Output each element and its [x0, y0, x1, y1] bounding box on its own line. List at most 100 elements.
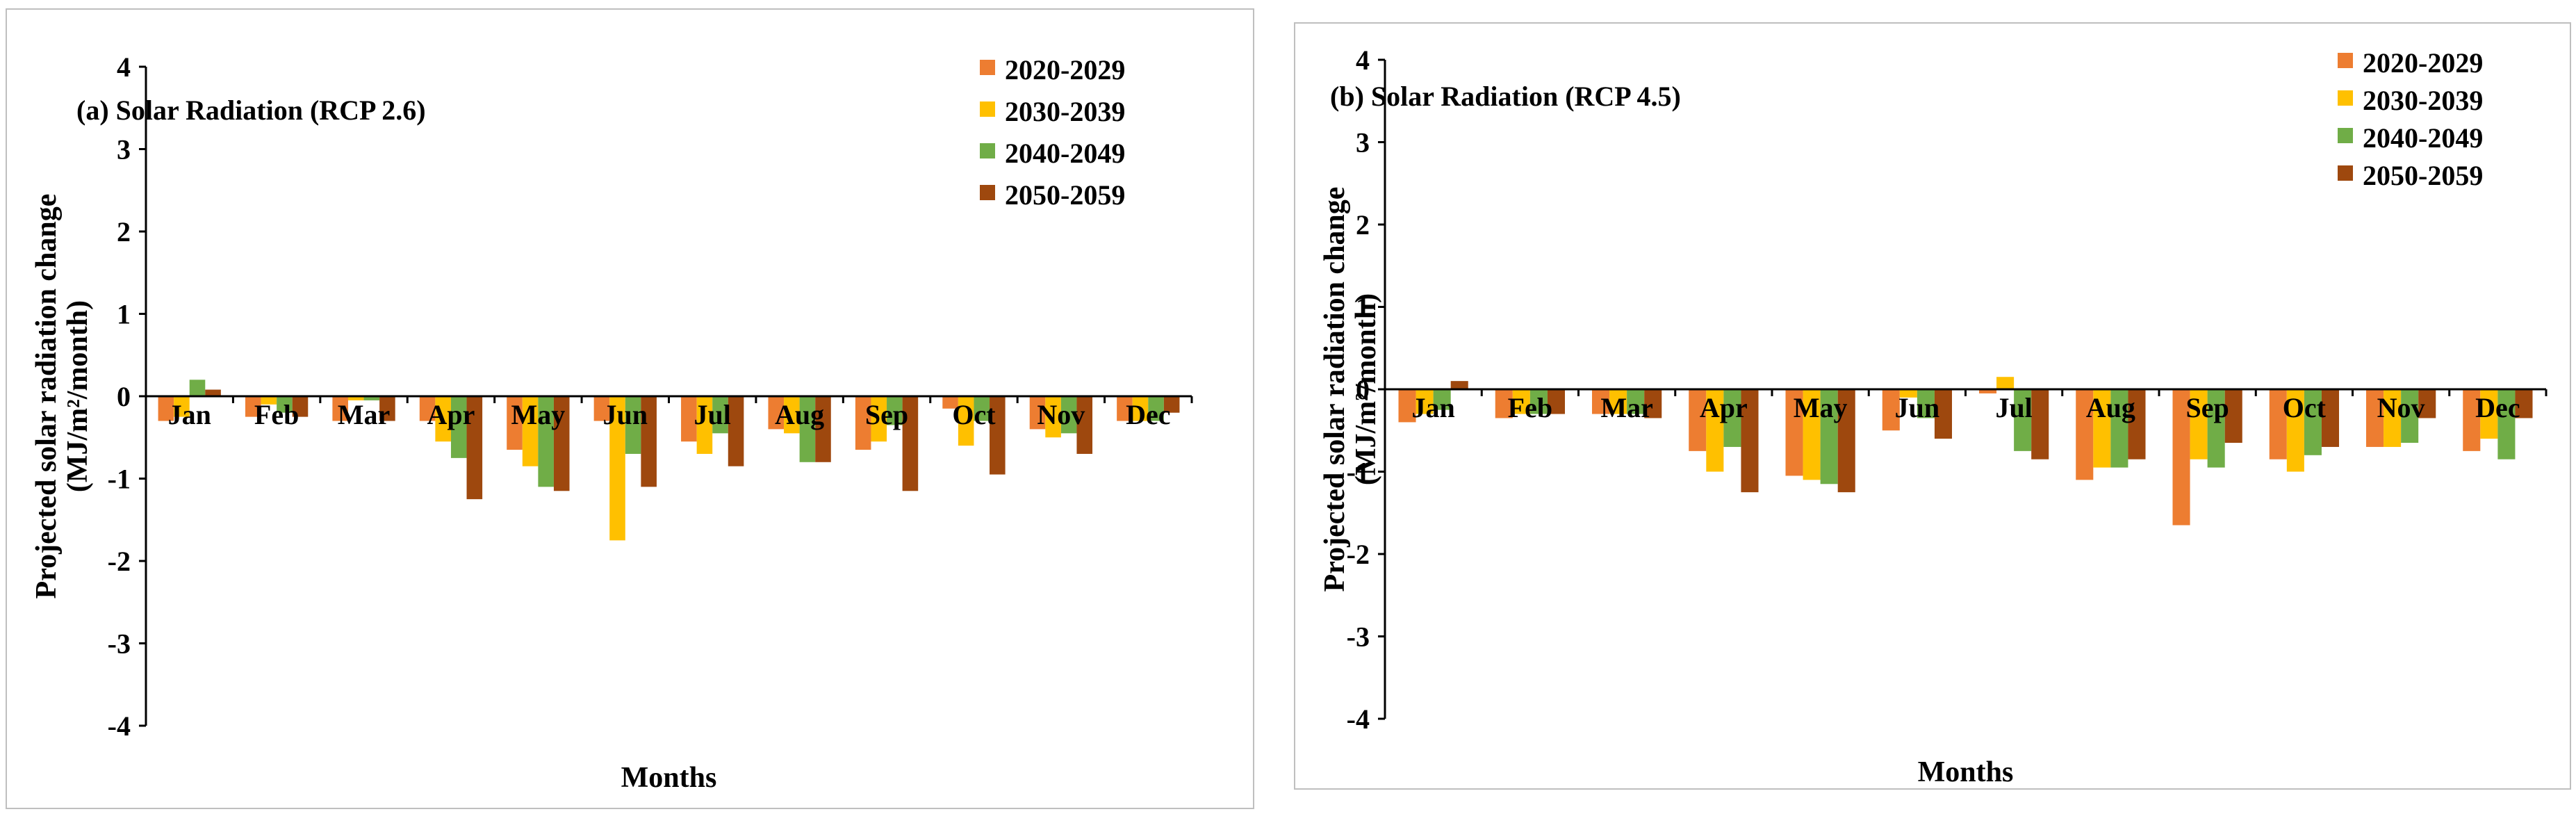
bar-apr-2040-2049	[1723, 389, 1741, 447]
bar-apr-2020-2029	[419, 396, 436, 421]
bar-may-2020-2029	[1785, 389, 1803, 476]
legend-swatch	[2338, 165, 2353, 181]
bar-oct-2040-2049	[2304, 389, 2322, 455]
y-axis-title: Projected solar radiation change	[1319, 187, 1351, 592]
y-tick-label: 3	[1356, 127, 1370, 158]
bar-nov-2030-2039	[1045, 396, 1061, 438]
bar-mar-2030-2039	[1609, 389, 1627, 414]
bar-mar-2040-2049	[363, 396, 380, 400]
y-tick-label: -4	[1347, 703, 1370, 735]
bar-sep-2050-2059	[902, 396, 919, 491]
x-category-label: May	[511, 399, 565, 430]
bar-apr-2020-2029	[1689, 389, 1707, 451]
bar-feb-2040-2049	[277, 396, 293, 413]
bar-dec-2050-2059	[1163, 396, 1180, 413]
bar-oct-2040-2049	[974, 396, 990, 421]
bar-oct-2020-2029	[942, 396, 958, 409]
bar-may-2040-2049	[1820, 389, 1838, 485]
x-category-label: Apr	[1700, 392, 1748, 423]
bar-nov-2040-2049	[1060, 396, 1077, 434]
legend-label: 2050-2059	[1005, 179, 1125, 211]
bar-jun-2040-2049	[625, 396, 641, 454]
bar-may-2030-2039	[522, 396, 539, 466]
y-tick-label: 2	[117, 216, 131, 247]
bar-aug-2030-2039	[784, 396, 800, 434]
bar-mar-2030-2039	[347, 396, 364, 400]
x-category-label: Oct	[2283, 392, 2327, 423]
bar-feb-2020-2029	[1495, 389, 1513, 418]
bar-may-2050-2059	[1837, 389, 1855, 493]
bar-sep-2040-2049	[2207, 389, 2225, 468]
bar-oct-2050-2059	[2321, 389, 2340, 447]
y-tick-label: -1	[1347, 457, 1370, 488]
chart-rcp26: 4 3 2 1 0 -1 -2 -3 -4 Jan Feb Mar Apr May Jun Jul Aug Sep…	[31, 51, 1193, 794]
chart-title: (b) Solar Radiation (RCP 4.5)	[1330, 81, 1681, 112]
bar-apr-2050-2059	[1741, 389, 1759, 493]
legend-label: 2030-2039	[2363, 85, 2483, 116]
bar-jul-2020-2029	[681, 396, 697, 442]
bar-dec-2020-2029	[1117, 396, 1133, 421]
x-category-label: Dec	[2475, 392, 2520, 423]
bar-jul-2040-2049	[712, 396, 728, 434]
bar-mar-2050-2059	[379, 396, 395, 421]
bar-may-2030-2039	[1803, 389, 1821, 480]
bar-nov-2050-2059	[1076, 396, 1093, 454]
legend-swatch	[2338, 128, 2353, 143]
bar-aug-2040-2049	[2110, 389, 2128, 468]
bar-feb-2050-2059	[292, 396, 309, 417]
bar-jul-2030-2039	[696, 396, 713, 454]
legend-label: 2020-2029	[2363, 47, 2483, 79]
bar-nov-2030-2039	[2384, 389, 2402, 447]
legend-swatch	[980, 60, 995, 75]
legend-swatch	[980, 185, 995, 200]
legend-label: 2040-2049	[1005, 138, 1125, 169]
bar-dec-2040-2049	[1148, 396, 1164, 421]
bar-sep-2020-2029	[855, 396, 871, 450]
legend-label: 2040-2049	[2363, 122, 2483, 154]
y-tick-label: 0	[117, 381, 131, 412]
bar-sep-2030-2039	[2190, 389, 2208, 459]
x-category-label: Jan	[1412, 392, 1455, 423]
x-category-label: Sep	[2186, 392, 2229, 423]
y-tick-label: -2	[108, 546, 131, 577]
y-tick-label: 0	[1356, 374, 1370, 405]
bar-aug-2020-2029	[768, 396, 785, 430]
bar-jan-2020-2029	[1398, 389, 1416, 423]
bar-nov-2020-2029	[2365, 389, 2384, 447]
bar-feb-2020-2029	[245, 396, 261, 417]
bar-aug-2050-2059	[815, 396, 831, 462]
bar-aug-2020-2029	[2076, 389, 2094, 480]
bar-jul-2030-2039	[1996, 377, 2015, 389]
legend-swatch	[2338, 53, 2353, 68]
bar-jan-2050-2059	[205, 389, 221, 396]
bar-oct-2030-2039	[958, 396, 974, 446]
bar-jul-2020-2029	[1978, 389, 1997, 393]
bar-may-2020-2029	[507, 396, 523, 450]
bar-feb-2030-2039	[261, 396, 277, 405]
bar-sep-2030-2039	[871, 396, 887, 442]
bar-jan-2030-2039	[174, 396, 190, 417]
bar-dec-2050-2059	[2515, 389, 2533, 418]
bar-jan-2030-2039	[1416, 389, 1434, 414]
bar-jan-2040-2049	[1433, 389, 1451, 410]
bar-aug-2050-2059	[2128, 389, 2146, 459]
y-tick-label: 1	[1356, 292, 1370, 323]
bar-mar-2020-2029	[1591, 389, 1610, 414]
y-tick-label: -3	[1347, 621, 1370, 653]
x-category-label: Nov	[1037, 399, 1085, 430]
bar-jul-2050-2059	[728, 396, 744, 466]
bar-nov-2040-2049	[2401, 389, 2419, 443]
x-category-label: Aug	[2086, 392, 2135, 423]
bar-nov-2020-2029	[1029, 396, 1046, 430]
bar-jun-2050-2059	[1934, 389, 1953, 439]
bar-dec-2020-2029	[2463, 389, 2481, 451]
bar-jun-2030-2039	[1899, 389, 1917, 398]
chart-panel-rcp45: 4 3 2 1 0 -1 -2 -3 -4 Jan Feb Mar Apr May Jun Jul Aug Sep…	[1294, 22, 2571, 790]
bar-jul-2040-2049	[2014, 389, 2032, 451]
y-tick-label: 3	[117, 134, 131, 165]
legend-swatch	[980, 143, 995, 158]
bar-may-2050-2059	[553, 396, 570, 491]
bar-nov-2050-2059	[2418, 389, 2436, 418]
chart-title: (a) Solar Radiation (RCP 2.6)	[76, 95, 426, 126]
bar-oct-2020-2029	[2269, 389, 2287, 459]
